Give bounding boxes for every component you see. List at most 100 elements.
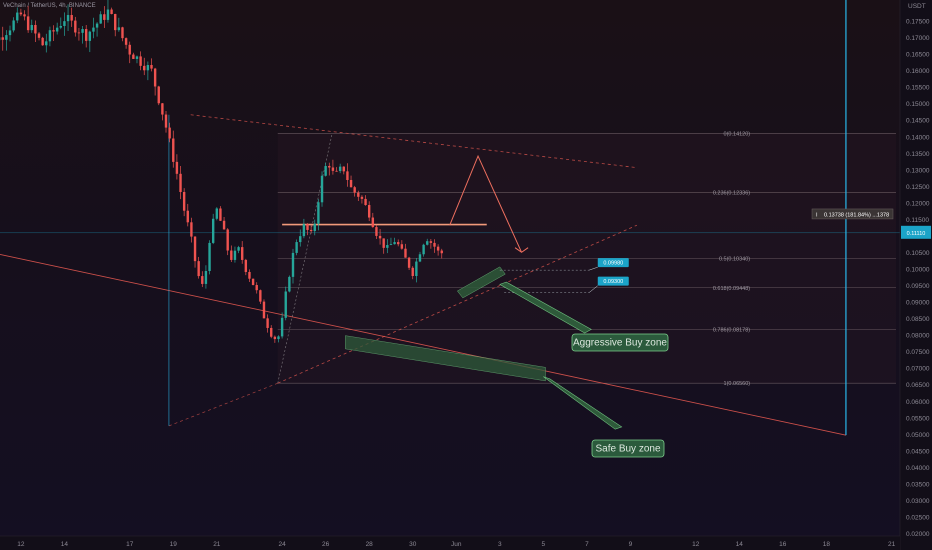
price-tick-label: 0.06500 <box>906 382 930 389</box>
time-tick-label: 28 <box>366 541 374 548</box>
candle <box>139 56 142 66</box>
safe-label-box <box>591 439 665 458</box>
fib-level-label: 1(0.06560) <box>724 381 751 387</box>
candle <box>262 301 266 319</box>
price-tick-label: 0.07000 <box>906 366 930 373</box>
measure-icon: I <box>816 212 818 218</box>
candle <box>244 259 248 272</box>
candle <box>324 165 327 176</box>
price-tick-label: 0.05000 <box>906 432 930 439</box>
aggressive-callout: Aggressive Buy zone <box>499 281 669 352</box>
candle <box>157 86 160 104</box>
candle <box>66 15 70 22</box>
candle <box>103 14 106 20</box>
price-axis-unit: USDT <box>908 3 926 10</box>
candle <box>378 235 382 239</box>
candle <box>204 271 208 284</box>
price-tick-label: 0.16000 <box>906 68 930 75</box>
price-tick-label: 0.06000 <box>906 399 930 406</box>
candle <box>201 276 204 284</box>
measure-label: 0.13738 (181.84%) ...1378 <box>824 212 889 218</box>
price-tick-label: 0.12500 <box>906 184 930 191</box>
current-price-label: 0.11110 <box>907 231 926 237</box>
candle <box>106 9 110 20</box>
time-tick-label: 14 <box>61 541 69 548</box>
candle <box>280 317 284 337</box>
candle <box>95 23 99 28</box>
price-tick-label: 0.16500 <box>906 52 930 59</box>
candle <box>411 267 414 276</box>
candle <box>59 25 62 28</box>
candle <box>328 165 331 168</box>
aggressive-buy-zone <box>456 266 506 299</box>
price-tick-label: 0.04500 <box>906 448 930 455</box>
candle <box>433 242 436 247</box>
candle <box>74 20 77 33</box>
candle <box>371 217 375 228</box>
candle <box>426 241 429 245</box>
candle <box>153 68 157 87</box>
candle <box>117 27 121 31</box>
price-tick-label: 0.15500 <box>906 85 930 92</box>
candle <box>375 227 378 236</box>
candle <box>34 24 37 34</box>
candle <box>52 30 55 32</box>
candle <box>389 244 393 246</box>
candle <box>291 252 295 277</box>
callout-arrow <box>499 281 592 334</box>
candle <box>302 224 306 237</box>
price-tick-label: 0.13500 <box>906 151 930 158</box>
candle <box>208 242 211 272</box>
safe-buy-label: Safe Buy zone <box>595 444 660 455</box>
candle <box>99 14 102 24</box>
candle <box>230 250 233 260</box>
candle <box>114 13 117 31</box>
candle <box>233 250 237 260</box>
candle <box>386 245 389 248</box>
candle <box>320 175 324 203</box>
candle <box>219 208 222 221</box>
candle <box>222 220 226 230</box>
time-tick-label: 3 <box>498 541 502 548</box>
candle <box>172 138 175 162</box>
candle <box>415 261 418 276</box>
candle <box>150 65 153 69</box>
candle <box>397 242 400 245</box>
time-tick-label: 21 <box>213 541 221 548</box>
candle <box>124 38 128 45</box>
measure-box <box>811 208 894 220</box>
candle <box>143 65 146 71</box>
time-tick-label: 30 <box>409 541 417 548</box>
price-tick-label: 0.14000 <box>906 134 930 141</box>
price-tick-label: 0.08500 <box>906 316 930 323</box>
price-tick-label: 0.03500 <box>906 481 930 488</box>
time-tick-label: 26 <box>322 541 330 548</box>
candle <box>309 229 313 232</box>
candle <box>342 166 345 172</box>
candle <box>81 29 84 33</box>
time-tick-label: 24 <box>278 541 286 548</box>
descending-support-line <box>0 254 847 436</box>
candle <box>26 16 30 31</box>
candle <box>360 196 364 199</box>
candle <box>211 218 215 243</box>
candle <box>241 247 244 260</box>
candle <box>5 35 8 40</box>
time-tick-label: Jun <box>451 541 462 548</box>
candle <box>429 241 433 243</box>
candle <box>306 224 309 230</box>
candle <box>367 205 371 218</box>
price-tick-label: 0.07500 <box>906 349 930 356</box>
tag-pointer <box>588 266 598 271</box>
candle <box>146 65 150 71</box>
candle <box>8 30 12 36</box>
candle <box>197 261 200 277</box>
price-tick-label: 0.17500 <box>906 19 930 26</box>
candle <box>77 32 81 34</box>
time-tick-label: 9 <box>629 541 633 548</box>
price-tag-label: 0.09980 <box>603 261 623 267</box>
candle <box>16 12 19 21</box>
tag-pointer <box>588 285 598 293</box>
candle <box>436 246 440 251</box>
